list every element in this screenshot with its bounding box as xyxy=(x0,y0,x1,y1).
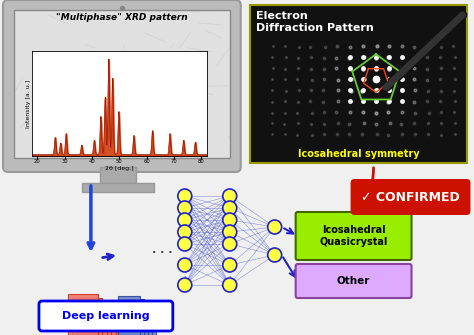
Bar xyxy=(14,10,230,158)
Text: ✓ CONFIRMED: ✓ CONFIRMED xyxy=(361,191,460,203)
Bar xyxy=(95,315,125,335)
Bar xyxy=(77,301,107,335)
Circle shape xyxy=(178,189,192,203)
Text: Other: Other xyxy=(337,276,370,286)
Bar xyxy=(100,167,136,183)
Bar xyxy=(68,294,98,335)
Circle shape xyxy=(223,189,237,203)
Circle shape xyxy=(178,213,192,227)
Circle shape xyxy=(178,237,192,251)
Bar xyxy=(250,5,467,163)
Bar xyxy=(82,305,111,335)
Text: .: . xyxy=(228,282,231,288)
Text: · · ·: · · · xyxy=(152,248,172,258)
Bar xyxy=(91,312,120,335)
Circle shape xyxy=(178,225,192,239)
Text: Icosahedral
Quasicrystal: Icosahedral Quasicrystal xyxy=(319,225,388,247)
Bar xyxy=(130,305,152,335)
Text: "Multiphase" XRD pattern: "Multiphase" XRD pattern xyxy=(56,13,188,22)
Bar xyxy=(86,308,116,335)
FancyBboxPatch shape xyxy=(39,301,173,331)
Text: .: . xyxy=(183,282,186,288)
Text: Electron
Diffraction Pattern: Electron Diffraction Pattern xyxy=(255,11,374,33)
Bar xyxy=(126,302,148,335)
Text: .: . xyxy=(228,272,231,278)
Text: .: . xyxy=(228,277,231,283)
Bar xyxy=(118,296,140,335)
Circle shape xyxy=(178,258,192,272)
Bar xyxy=(122,299,144,335)
Bar xyxy=(82,183,154,192)
FancyBboxPatch shape xyxy=(296,264,411,298)
Circle shape xyxy=(223,201,237,215)
Text: .: . xyxy=(183,277,186,283)
Bar xyxy=(73,297,102,335)
Circle shape xyxy=(223,237,237,251)
FancyBboxPatch shape xyxy=(296,212,411,260)
Text: .: . xyxy=(183,272,186,278)
Circle shape xyxy=(268,220,282,234)
Circle shape xyxy=(178,201,192,215)
Bar xyxy=(134,308,156,335)
FancyBboxPatch shape xyxy=(3,0,241,172)
Circle shape xyxy=(178,278,192,292)
Text: Icosahedral symmetry: Icosahedral symmetry xyxy=(298,149,419,159)
Circle shape xyxy=(223,213,237,227)
FancyBboxPatch shape xyxy=(351,179,471,215)
Bar xyxy=(14,10,230,158)
Circle shape xyxy=(268,248,282,262)
Circle shape xyxy=(223,225,237,239)
Text: Deep learning: Deep learning xyxy=(62,311,150,321)
Circle shape xyxy=(223,258,237,272)
Circle shape xyxy=(223,278,237,292)
